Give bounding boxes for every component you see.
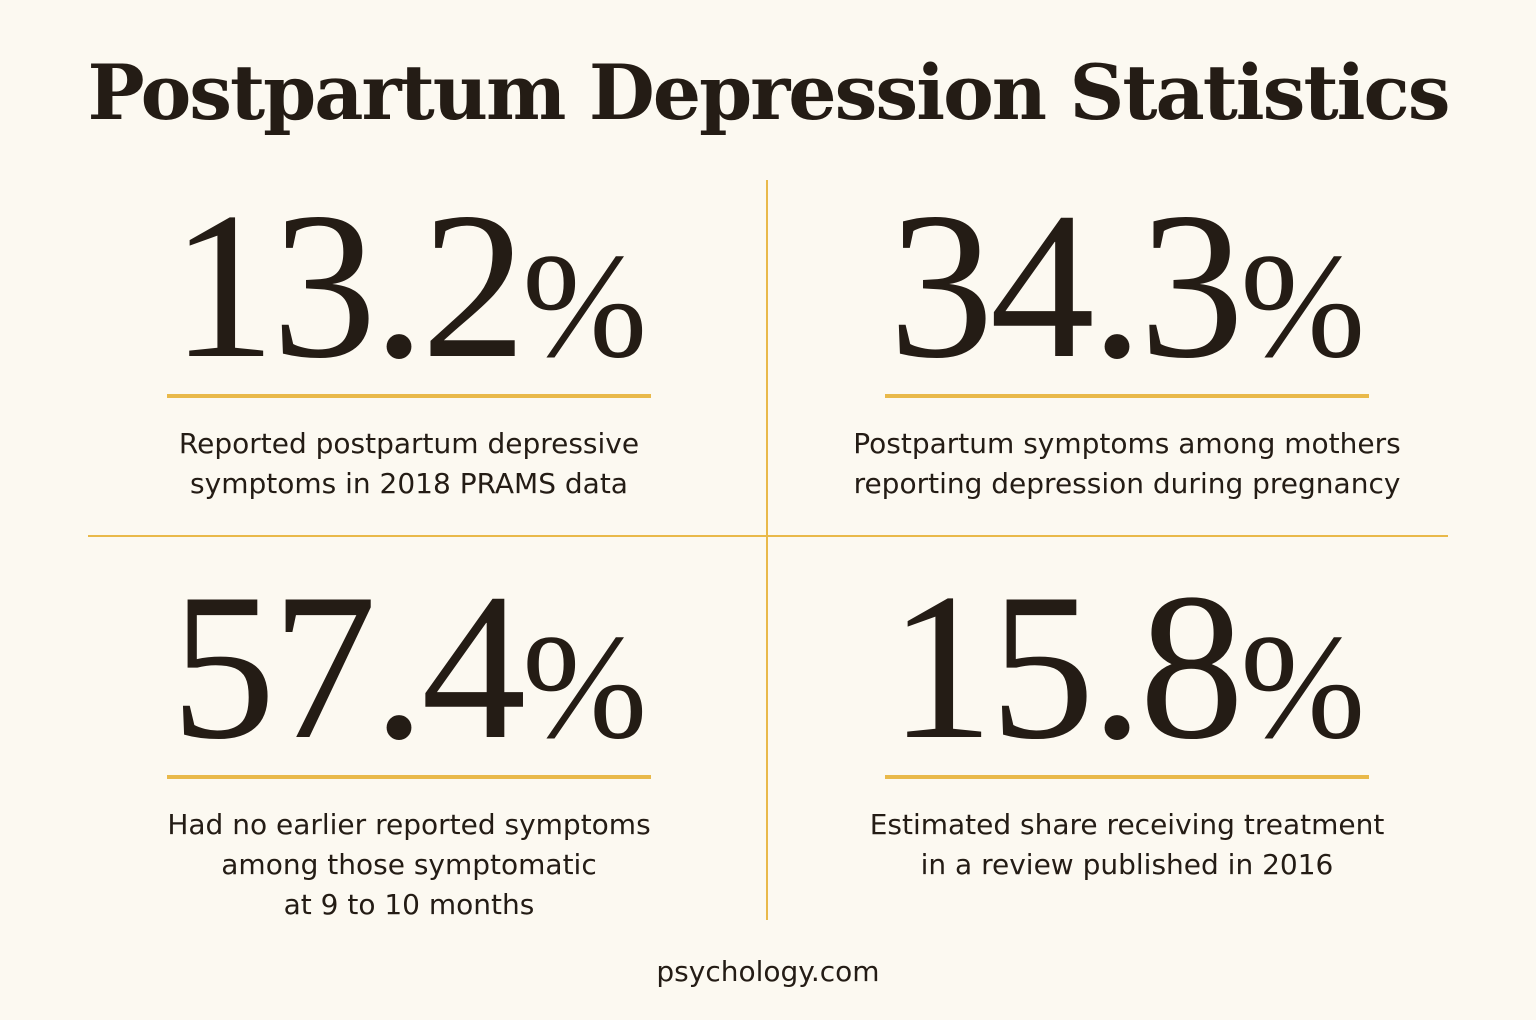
stat-underline [885, 775, 1369, 779]
stat-number: 13.2 [170, 170, 526, 402]
stat-number: 34.3 [888, 170, 1244, 402]
vertical-divider [766, 180, 768, 920]
stat-caption: Reported postpartum depressive symptoms … [178, 427, 640, 500]
stat-card-4: 15.8% Estimated share receiving treatmen… [807, 562, 1447, 885]
stat-underline [167, 775, 651, 779]
stat-card-1: 13.2% Reported postpartum depressive sym… [89, 181, 729, 504]
stat-value: 57.4% [89, 562, 729, 772]
percent-sign: % [1240, 604, 1366, 770]
percent-sign: % [522, 604, 648, 770]
stat-value: 34.3% [807, 181, 1447, 391]
stat-value: 13.2% [89, 181, 729, 391]
stat-card-3: 57.4% Had no earlier reported symptoms a… [89, 562, 729, 925]
stat-card-2: 34.3% Postpartum symptoms among mothers … [807, 181, 1447, 504]
stat-caption: Estimated share receiving treatment in a… [869, 808, 1385, 881]
stat-value: 15.8% [807, 562, 1447, 772]
stat-underline [885, 394, 1369, 398]
percent-sign: % [522, 223, 648, 389]
stat-underline [167, 394, 651, 398]
source-footer: psychology.com [656, 955, 880, 988]
percent-sign: % [1240, 223, 1366, 389]
stat-caption: Had no earlier reported symptoms among t… [167, 808, 651, 921]
page-title: Postpartum Depression Statistics [87, 48, 1450, 137]
stat-number: 15.8 [888, 551, 1244, 783]
stat-number: 57.4 [170, 551, 526, 783]
stat-caption: Postpartum symptoms among mothers report… [853, 427, 1401, 500]
horizontal-divider [88, 535, 1448, 537]
